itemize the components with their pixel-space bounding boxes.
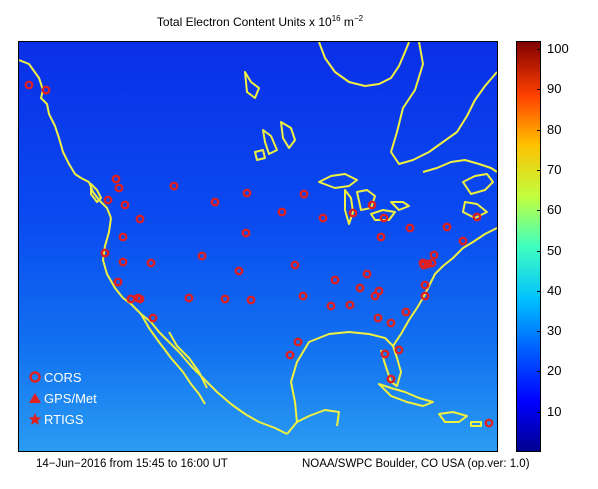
tec-map-canvas — [19, 42, 497, 451]
colorbar-tick-mark — [537, 250, 541, 252]
colorbar-tick-label: 80 — [547, 121, 562, 137]
cors-station-marker — [458, 236, 468, 246]
map-title: Total Electron Content Units x 1016 m−2 — [156, 14, 364, 29]
cors-station-marker — [118, 257, 128, 267]
colorbar-tick-mark — [537, 210, 541, 212]
colorbar-tick-label: 10 — [547, 403, 562, 419]
legend-label: CORS — [44, 369, 82, 385]
colorbar-tick-label: 30 — [547, 323, 562, 339]
legend: CORS GPS/Met RTIGS — [28, 368, 138, 438]
cors-station-marker — [293, 337, 303, 347]
cors-station-marker — [423, 259, 433, 269]
colorbar-tick-label: 90 — [547, 81, 562, 97]
colorbar-tick-label: 100 — [547, 41, 569, 57]
cors-station-marker — [242, 188, 252, 198]
colorbar-tick-label: 40 — [547, 282, 562, 298]
tec-map — [18, 41, 498, 452]
cors-station-marker — [386, 374, 396, 384]
cors-station-marker — [148, 313, 158, 323]
colorbar-tick-mark — [537, 331, 541, 333]
colorbar-tick-label: 70 — [547, 161, 562, 177]
station-markers — [24, 80, 494, 428]
legend-item-rtigs: RTIGS — [28, 410, 84, 428]
cors-station-marker — [118, 232, 128, 242]
cors-station-marker — [146, 258, 156, 268]
cors-station-marker — [135, 294, 145, 304]
legend-item-gpsmet: GPS/Met — [28, 389, 97, 407]
cors-station-marker — [367, 200, 377, 210]
colorbar-tick-label: 50 — [547, 242, 562, 258]
cors-station-marker — [420, 291, 430, 301]
cors-station-marker — [290, 260, 300, 270]
colorbar-tick-mark — [537, 129, 541, 131]
colorbar-tick-mark — [537, 89, 541, 91]
circle-marker-icon — [29, 371, 41, 383]
star-marker-icon — [28, 413, 42, 425]
cors-station-marker — [246, 295, 256, 305]
cors-station-marker — [386, 318, 396, 328]
cors-station-marker — [135, 214, 145, 224]
colorbar-tick-label: 60 — [547, 202, 562, 218]
cors-station-marker — [241, 228, 251, 238]
colorbar — [516, 41, 541, 452]
cors-station-marker — [420, 280, 430, 290]
cors-station-marker — [120, 200, 130, 210]
cors-station-marker — [41, 85, 51, 95]
cors-station-marker — [318, 213, 328, 223]
legend-item-cors: CORS — [28, 368, 82, 386]
cors-station-marker — [298, 291, 308, 301]
cors-station-marker — [472, 212, 482, 222]
cors-station-marker — [24, 80, 34, 90]
cors-station-marker — [114, 183, 124, 193]
cors-station-marker — [442, 222, 452, 232]
legend-label: RTIGS — [44, 411, 84, 427]
cors-station-marker — [429, 250, 439, 260]
cors-station-marker — [355, 283, 365, 293]
cors-station-marker — [380, 349, 390, 359]
cors-station-marker — [374, 286, 384, 296]
source-credit: NOAA/SWPC Boulder, CO USA (op.ver: 1.0) — [302, 458, 530, 470]
cors-station-marker — [484, 418, 494, 428]
tec-background — [19, 42, 497, 451]
cors-station-marker — [285, 350, 295, 360]
cors-station-marker — [299, 189, 309, 199]
cors-station-marker — [277, 207, 287, 217]
cors-station-marker — [113, 277, 123, 287]
colorbar-tick-mark — [537, 290, 541, 292]
cors-station-marker — [345, 300, 355, 310]
date-time-range: 14−Jun−2016 from 15:45 to 16:00 UT — [36, 458, 228, 470]
cors-station-marker — [373, 313, 383, 323]
legend-label: GPS/Met — [44, 390, 97, 406]
cors-station-marker — [330, 275, 340, 285]
cors-station-marker — [234, 266, 244, 276]
cors-station-marker — [169, 181, 179, 191]
cors-station-marker — [379, 213, 389, 223]
cors-station-marker — [100, 248, 110, 258]
colorbar-tick-mark — [537, 411, 541, 413]
cors-station-marker — [427, 258, 437, 268]
cors-station-marker — [184, 293, 194, 303]
triangle-marker-icon — [29, 393, 41, 403]
cors-station-marker — [348, 208, 358, 218]
colorbar-tick-mark — [537, 169, 541, 171]
cors-station-marker — [197, 251, 207, 261]
cors-station-marker — [111, 174, 121, 184]
colorbar-tick-mark — [537, 49, 541, 51]
colorbar-tick-label: 20 — [547, 363, 562, 379]
cors-station-marker — [376, 232, 386, 242]
cors-station-marker — [419, 260, 429, 270]
cors-station-marker — [210, 197, 220, 207]
cors-station-marker — [405, 223, 415, 233]
cors-station-marker — [394, 345, 404, 355]
cors-station-marker — [401, 307, 411, 317]
cors-station-marker — [362, 269, 372, 279]
cors-station-marker — [220, 294, 230, 304]
cors-station-marker — [103, 195, 113, 205]
colorbar-tick-mark — [537, 371, 541, 373]
cors-station-marker — [326, 301, 336, 311]
